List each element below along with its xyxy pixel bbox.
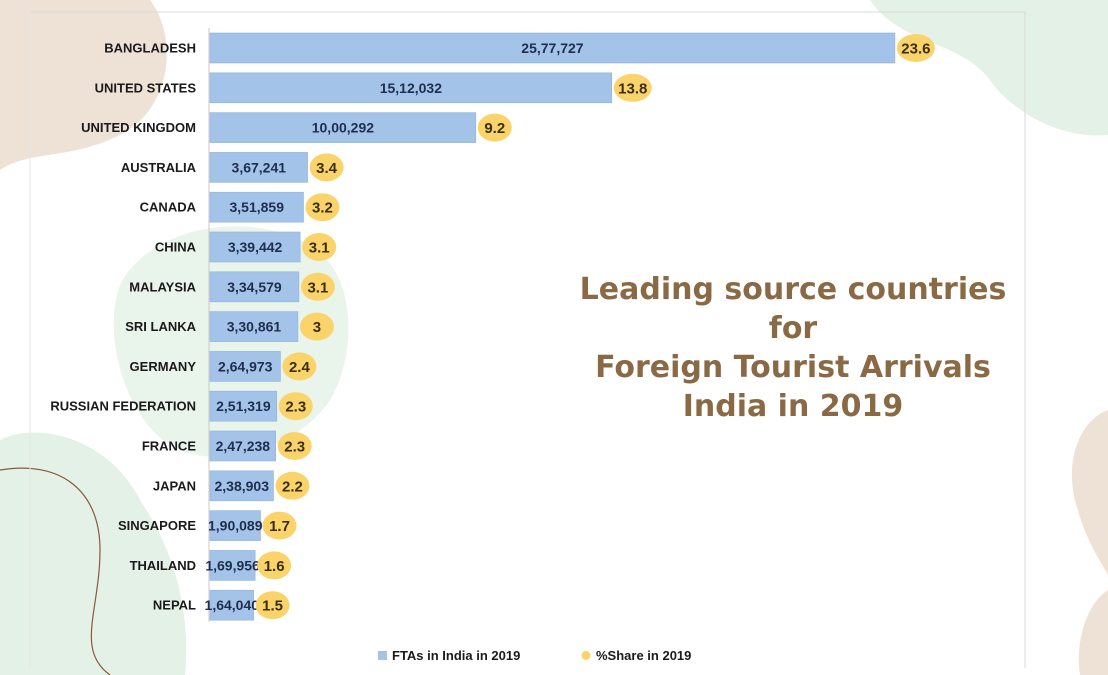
share-marker-france [277,432,312,460]
share-value-label-france: 2.3 [284,439,305,456]
category-label-singapore: SINGAPORE [118,518,196,533]
bar-value-label-malaysia: 3,34,579 [227,279,282,295]
bar-value-label-thailand: 1,69,956 [205,557,260,573]
bar-australia [209,152,308,183]
legend-label-fta: FTAs in India in 2019 [392,648,520,663]
share-marker-bangladesh [896,34,935,62]
bar-value-label-australia: 3,67,241 [232,159,287,175]
category-label-united-kingdom: UNITED KINGDOM [81,120,196,135]
chart-title-line-1: Leading source countries for [579,272,1007,346]
share-marker-germany [282,352,317,381]
bar-nepal [209,589,254,621]
share-marker-russian-federation [278,392,313,421]
bar-value-label-canada: 3,51,859 [229,199,284,215]
category-label-russian-federation: RUSSIAN FEDERATION [50,399,196,414]
bar-france [209,430,276,462]
bar-value-label-nepal: 1,64,040 [205,597,260,613]
bars-layer: BANGLADESH 25,77,727 23.6 UNITED STATES 15,1… [50,32,935,621]
share-marker-malaysia [300,272,335,301]
category-label-thailand: THAILAND [130,558,196,573]
chart-title: Leading source countries for Foreign Tou… [560,270,1026,426]
bar-value-label-japan: 2,38,903 [214,478,269,494]
category-label-united-states: UNITED STATES [95,80,197,95]
share-marker-canada [305,193,340,222]
legend-label-share: %Share in 2019 [596,648,691,663]
share-value-label-nepal: 1.5 [262,598,283,615]
bar-sri-lanka [209,311,299,342]
share-value-label-singapore: 1.7 [269,518,290,535]
category-label-japan: JAPAN [153,478,196,493]
share-marker-united-kingdom [477,113,512,142]
bar-germany [209,351,281,382]
bar-bangladesh [209,32,896,64]
category-label-germany: GERMANY [130,359,197,374]
category-label-bangladesh: BANGLADESH [104,41,196,56]
share-marker-thailand [257,551,292,580]
legend-swatch-share [581,651,591,660]
bar-value-label-bangladesh: 25,77,727 [521,40,583,56]
share-value-label-bangladesh: 23.6 [901,41,930,58]
bar-value-label-russian-federation: 2,51,319 [216,398,271,414]
bg-blob-bottom-right [1078,590,1108,675]
bar-japan [209,470,274,502]
share-value-label-germany: 2.4 [289,359,311,376]
bar-united-states [209,72,613,104]
bg-blob-bottom-left [0,432,187,675]
share-marker-japan [275,471,310,500]
share-value-label-canada: 3.2 [312,200,333,217]
category-label-china: CHINA [155,240,197,255]
bar-value-label-united-states: 15,12,032 [380,80,442,96]
bg-blob-top-left [0,0,167,170]
bar-thailand [209,550,256,581]
bar-value-label-germany: 2,64,973 [218,358,273,374]
share-value-label-united-states: 13.8 [618,80,647,97]
bar-value-label-singapore: 1,90,089 [208,518,263,534]
bar-china [209,231,301,263]
share-marker-australia [309,153,344,182]
chart-title-line-3: India in 2019 [682,389,904,424]
share-value-label-thailand: 1.6 [264,558,285,575]
category-label-malaysia: MALAYSIA [129,279,196,294]
bar-russian-federation [209,390,278,422]
bar-value-label-china: 3,39,442 [228,239,283,255]
bg-blob-top-right [870,0,1108,136]
bg-curve-line [0,467,111,675]
category-label-sri-lanka: SRI LANKA [125,319,196,334]
share-value-label-china: 3.1 [309,240,330,257]
bar-united-kingdom [209,112,477,143]
share-marker-sri-lanka [299,312,334,341]
chart-title-line-2: Foreign Tourist Arrivals [595,350,991,385]
bar-value-label-united-kingdom: 10,00,292 [312,120,374,136]
share-marker-nepal [255,591,290,620]
category-label-australia: AUSTRALIA [121,160,197,175]
bar-value-label-france: 2,47,238 [216,438,271,454]
legend-swatch-fta [378,651,387,660]
share-value-label-sri-lanka: 3 [313,319,321,336]
bar-canada [209,191,304,223]
category-label-nepal: NEPAL [153,598,196,613]
bar-malaysia [209,271,300,303]
share-marker-china [302,233,337,261]
category-label-france: FRANCE [142,439,196,454]
bg-blob-right [1071,410,1108,575]
share-value-label-malaysia: 3.1 [307,279,328,296]
legend: FTAs in India in 2019 %Share in 2019 [378,648,691,663]
share-value-label-russian-federation: 2.3 [285,399,306,416]
category-label-canada: CANADA [140,200,197,215]
share-value-label-united-kingdom: 9.2 [484,120,505,137]
share-value-label-japan: 2.2 [282,478,303,495]
bar-singapore [209,510,261,541]
share-marker-singapore [262,511,297,540]
share-marker-united-states [613,73,652,102]
bar-value-label-sri-lanka: 3,30,861 [227,319,282,335]
share-value-label-australia: 3.4 [316,160,338,177]
